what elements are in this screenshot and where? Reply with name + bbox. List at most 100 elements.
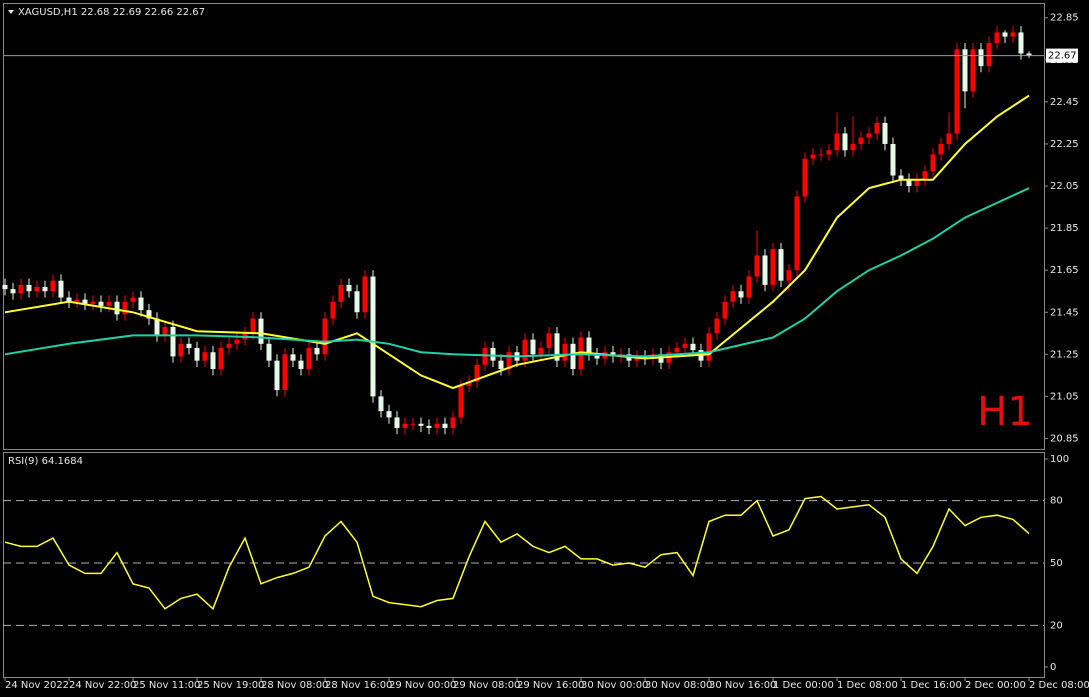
candle-body (930, 154, 936, 172)
candle-body (74, 299, 80, 302)
candle-body (338, 284, 344, 302)
candle-body (426, 425, 432, 428)
candle-body (1002, 32, 1008, 37)
candle-body (938, 143, 944, 155)
candle-body (98, 301, 104, 306)
candle-body (922, 171, 928, 180)
candle-body (458, 385, 464, 418)
x-tick-label: 30 Nov 08:00 (645, 680, 712, 691)
candle-body (418, 423, 424, 426)
candle-body (290, 354, 296, 361)
candle-body (58, 280, 64, 298)
x-tick-label: 24 Nov 2022 (5, 680, 69, 691)
main-plot: 22.8522.6522.4522.2522.0521.8521.6521.45… (2, 13, 1079, 444)
last-low: 22.66 (145, 7, 174, 18)
x-tick-label: 25 Nov 19:00 (197, 680, 264, 691)
candle-body (954, 49, 960, 134)
x-tick-label: 1 Dec 16:00 (901, 680, 962, 691)
candle-body (490, 348, 496, 361)
candle-body (386, 411, 392, 418)
candle-body (330, 301, 336, 319)
candle-body (570, 343, 576, 370)
candle-body (154, 318, 160, 336)
candle-body (34, 287, 40, 292)
candle-body (434, 423, 440, 428)
x-tick-label: 29 Nov 16:00 (517, 680, 584, 691)
candle-body (962, 49, 968, 92)
x-tick-label: 2 Dec 08:00 (1029, 680, 1089, 691)
candle-body (986, 42, 992, 67)
candle-body (218, 348, 224, 370)
y-tick-label: 21.45 (1050, 307, 1079, 318)
candle-body (122, 301, 128, 315)
candle-body (834, 133, 840, 151)
candle-body (594, 354, 600, 359)
y-tick-label: 22.45 (1050, 97, 1079, 108)
candle-body (778, 249, 784, 281)
candle-body (82, 299, 88, 304)
rsi-header: RSI(9) 64.1684 (8, 456, 83, 467)
candle-body (810, 154, 816, 159)
candle-body (994, 32, 1000, 43)
period-watermark: H1 (977, 389, 1033, 435)
x-tick-label: 28 Nov 16:00 (325, 680, 392, 691)
candle-body (466, 381, 472, 386)
candle-body (610, 352, 616, 357)
candle-body (762, 255, 768, 285)
candle-body (410, 423, 416, 425)
candle-body (506, 352, 512, 370)
candle-body (562, 343, 568, 361)
rsi-panel-frame (3, 452, 1045, 678)
candle-body (234, 339, 240, 344)
candle-body (450, 417, 456, 428)
candle-body (2, 284, 8, 290)
candle-body (802, 158, 808, 197)
moving-average (4, 94, 1030, 390)
x-tick-label: 30 Nov 16:00 (709, 680, 776, 691)
candle-body (538, 348, 544, 355)
x-tick-label: 29 Nov 00:00 (389, 680, 456, 691)
candle-body (298, 360, 304, 370)
x-tick-label: 1 Dec 00:00 (773, 680, 834, 691)
candle-body (754, 255, 760, 277)
last-close: 22.67 (176, 7, 205, 18)
candle-body (746, 276, 752, 298)
candle-body (266, 343, 272, 361)
x-tick-label: 1 Dec 08:00 (837, 680, 898, 691)
candle-body (546, 333, 552, 349)
menu-arrow[interactable] (8, 10, 14, 14)
candle-body (850, 143, 856, 151)
main-panel-frame (3, 3, 1045, 450)
candle-body (682, 343, 688, 349)
candle-body (106, 301, 112, 306)
rsi-last-value: 64.1684 (42, 456, 83, 467)
candle-body (130, 297, 136, 302)
candle-body (146, 310, 152, 319)
y-tick-label: 100 (1050, 454, 1069, 465)
candle-body (18, 284, 24, 294)
candle-body (186, 343, 192, 349)
candle-body (482, 348, 488, 365)
x-tick-label: 30 Nov 00:00 (581, 680, 648, 691)
candle-body (90, 301, 96, 304)
y-tick-label: 0 (1050, 662, 1056, 673)
candle-body (114, 301, 120, 315)
y-tick-label: 21.25 (1050, 349, 1079, 360)
candle-body (786, 270, 792, 281)
candle-body (314, 348, 320, 355)
y-tick-label: 20.85 (1050, 433, 1079, 444)
x-tick-label: 28 Nov 08:00 (261, 680, 328, 691)
candle-body (250, 318, 256, 334)
candle-body (866, 133, 872, 138)
last-open: 22.68 (81, 7, 110, 18)
candle-body (898, 175, 904, 180)
candle-body (738, 291, 744, 298)
candle-body (194, 348, 200, 361)
candle-body (586, 337, 592, 355)
x-tick-label: 2 Dec 00:00 (965, 680, 1026, 691)
rsi-title: RSI(9) (8, 456, 39, 467)
candle-body (530, 339, 536, 355)
candle-body (578, 337, 584, 370)
candle-body (882, 122, 888, 144)
candle-body (890, 143, 896, 176)
